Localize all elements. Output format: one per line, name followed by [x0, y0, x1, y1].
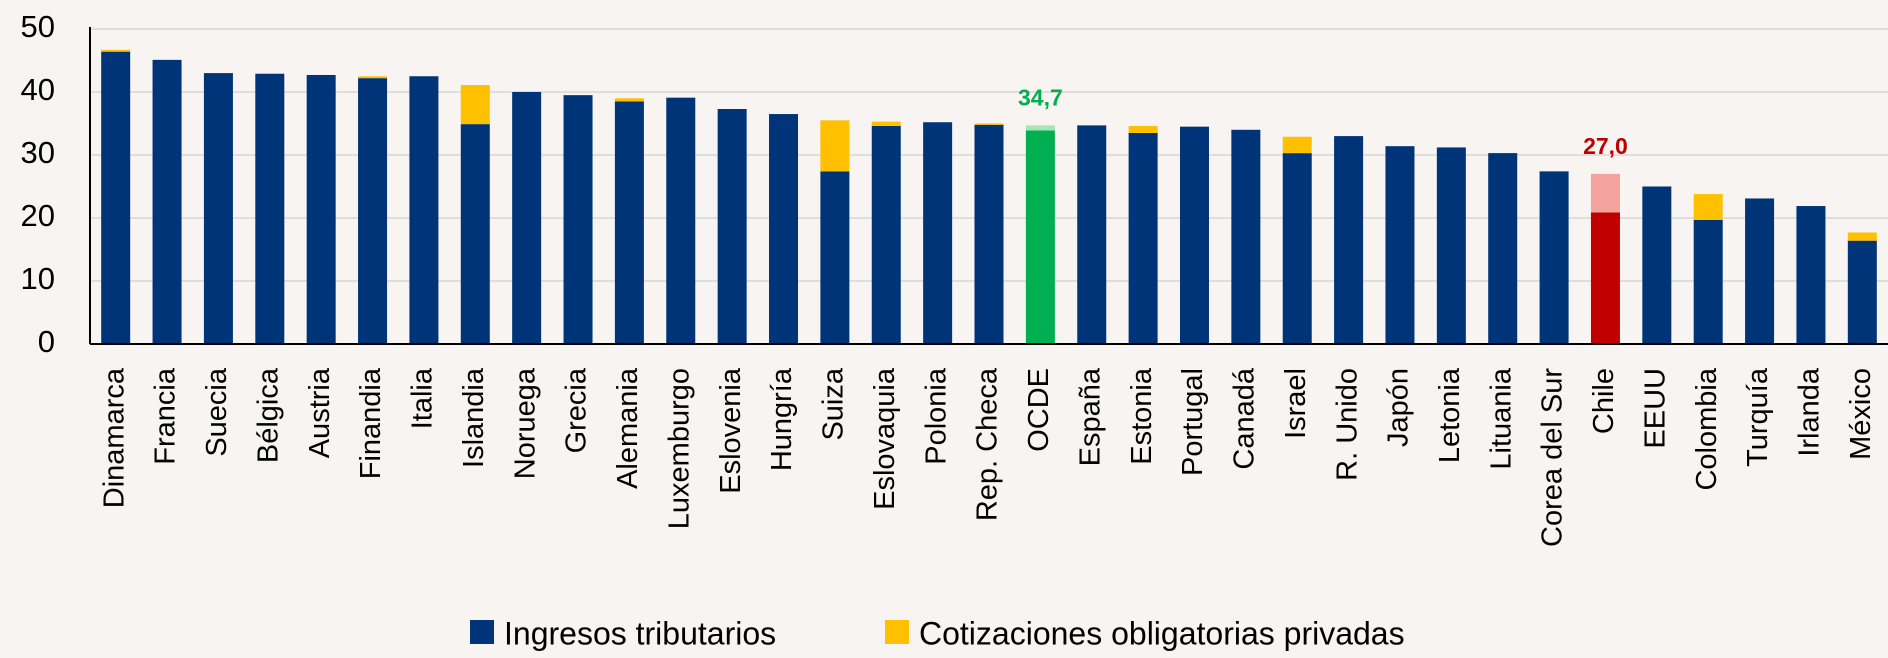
bar-segment — [1128, 132, 1158, 344]
x-tick-label: Irlanda — [1794, 367, 1826, 457]
x-tick-label: Japón — [1383, 368, 1415, 447]
bar-segment — [512, 92, 542, 344]
bar-segment — [1745, 198, 1775, 344]
bar-segment — [820, 120, 850, 172]
x-tick-label: Chile — [1588, 368, 1620, 434]
y-tick-label: 20 — [21, 198, 55, 233]
x-tick-label: Francia — [150, 367, 182, 465]
bar-segment — [1488, 153, 1518, 344]
x-tick-label: Suecia — [201, 367, 233, 457]
x-tick-label: Eslovaquia — [869, 367, 901, 510]
x-tick-label: OCDE — [1023, 368, 1055, 452]
bar-segment — [1025, 125, 1055, 131]
x-tick-label: Corea del Sur — [1537, 368, 1569, 547]
x-tick-label: Grecia — [561, 367, 593, 453]
x-tick-label: Letonia — [1434, 367, 1466, 463]
bar-segment — [1128, 126, 1158, 133]
bar-segment — [974, 123, 1004, 125]
x-tick-label: Islandia — [458, 367, 490, 468]
bar-segment — [1179, 126, 1209, 345]
bar-segment — [614, 101, 644, 344]
bar-segment — [1077, 125, 1107, 344]
x-tick-label: Alemania — [612, 367, 644, 489]
x-tick-label: Italia — [407, 367, 439, 429]
x-tick-label: Bélgica — [252, 367, 284, 463]
x-tick-label: Noruega — [509, 367, 541, 479]
legend-swatch — [470, 620, 494, 644]
bar-segment — [358, 78, 388, 344]
legend-swatch — [885, 620, 909, 644]
bar-segment — [563, 95, 593, 345]
bar-segment — [1231, 129, 1261, 344]
x-tick-label: Suiza — [818, 367, 850, 440]
bar-segment — [820, 171, 850, 344]
bar-segment — [460, 124, 490, 344]
x-tick-label: Portugal — [1177, 368, 1209, 476]
data-label: 27,0 — [1583, 133, 1628, 159]
bar-segment — [1847, 232, 1877, 241]
bar-segment — [717, 109, 747, 344]
x-tick-label: España — [1074, 367, 1106, 466]
x-tick-label: R. Unido — [1331, 368, 1363, 481]
x-tick-label: Colombia — [1691, 367, 1723, 490]
x-tick-label: EEUU — [1639, 368, 1671, 449]
legend-label: Cotizaciones obligatorias privadas — [919, 615, 1405, 651]
x-tick-label: Austria — [304, 367, 336, 458]
x-tick-label: Polonia — [920, 367, 952, 465]
bar-segment — [1693, 219, 1723, 344]
bar-segment — [1693, 194, 1723, 220]
x-tick-label: Dinamarca — [98, 367, 130, 508]
bar-segment — [1539, 171, 1569, 344]
x-tick-label: Israel — [1280, 368, 1312, 439]
bar-segment — [409, 76, 439, 344]
bar-segment — [460, 85, 490, 125]
bar-segment — [1282, 136, 1312, 154]
bar-segment — [614, 98, 644, 102]
bar-segment — [306, 74, 336, 345]
bar-segment — [255, 73, 285, 344]
y-tick-label: 0 — [38, 324, 55, 359]
bar-segment — [1847, 240, 1877, 344]
x-tick-label: Lituania — [1485, 367, 1517, 469]
y-tick-label: 10 — [21, 261, 55, 296]
data-label: 34,7 — [1018, 84, 1063, 110]
x-tick-label: Luxemburgo — [663, 368, 695, 529]
bar-segment — [1642, 186, 1672, 344]
bar-segment — [101, 51, 131, 345]
y-tick-label: 50 — [21, 9, 55, 44]
bar-segment — [769, 114, 799, 344]
bar-segment — [1282, 153, 1312, 344]
bar-segment — [1590, 212, 1620, 344]
bar-segment — [1334, 136, 1364, 344]
x-tick-label: Estonia — [1126, 367, 1158, 465]
x-tick-label: Rep. Checa — [972, 367, 1004, 521]
bar-segment — [666, 97, 696, 344]
x-tick-label: Eslovenia — [715, 367, 747, 494]
bar-segment — [152, 59, 182, 345]
x-tick-label: México — [1845, 368, 1877, 460]
x-tick-label: Turquía — [1742, 367, 1774, 467]
y-tick-label: 40 — [21, 72, 55, 107]
bar-segment — [974, 124, 1004, 344]
bar-segment — [1025, 130, 1055, 344]
y-tick-label: 30 — [21, 135, 55, 170]
x-tick-label: Canadá — [1229, 367, 1261, 469]
bar-segment — [871, 121, 901, 127]
x-tick-label: Hungría — [766, 367, 798, 471]
bar-segment — [1385, 146, 1415, 344]
bar-segment — [358, 76, 388, 79]
bar-segment — [101, 49, 131, 52]
bar-segment — [923, 122, 953, 345]
bar-segment — [1796, 206, 1826, 344]
x-tick-label: Finandia — [355, 367, 387, 479]
bar-segment — [1590, 173, 1620, 213]
bar-segment — [1436, 147, 1466, 344]
legend-label: Ingresos tributarios — [504, 615, 776, 651]
bar-segment — [871, 126, 901, 345]
bar-segment — [203, 73, 233, 344]
